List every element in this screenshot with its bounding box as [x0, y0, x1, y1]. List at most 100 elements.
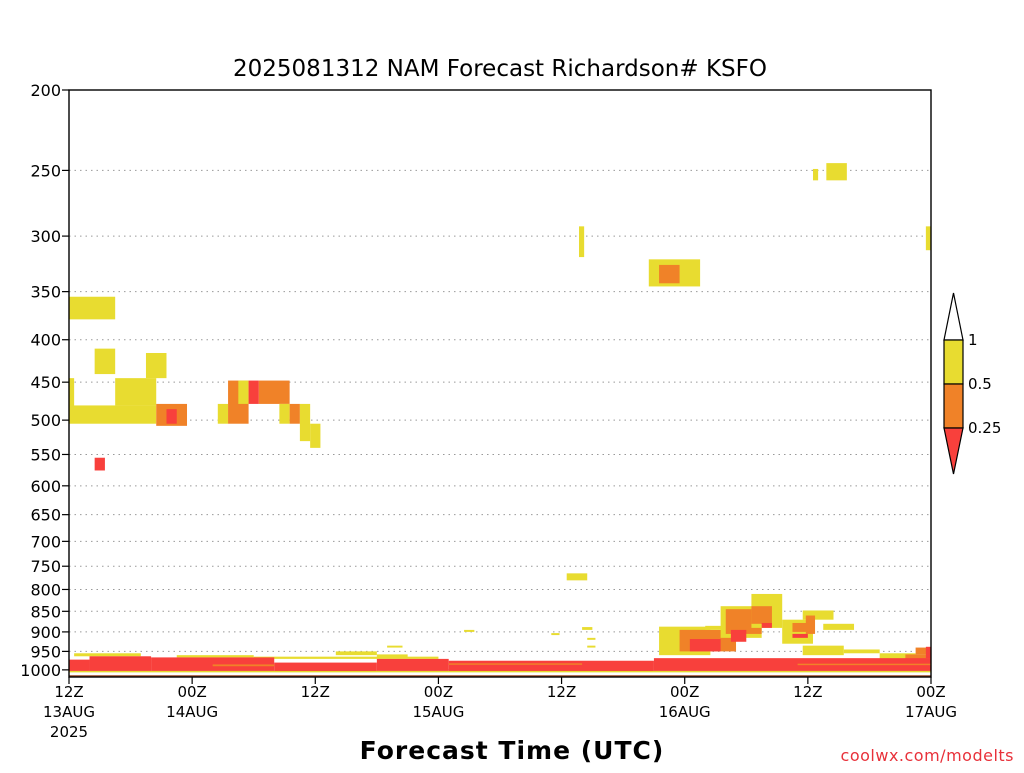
plot-area — [69, 163, 931, 677]
x-tick-label-0-top: 12Z — [54, 683, 83, 701]
ri-cell-20 — [659, 264, 680, 284]
x-tick-label-0-mid: 13AUG — [43, 703, 95, 721]
x-tick-label-5-mid: 16AUG — [659, 703, 711, 721]
ri-cell-55 — [74, 653, 141, 657]
ri-cell-15 — [289, 403, 300, 424]
y-tick-label-950: 950 — [30, 642, 61, 661]
x-axis-label: Forecast Time (UTC) — [360, 736, 665, 765]
ri-cell-16 — [299, 403, 311, 442]
ri-cell-25 — [551, 633, 560, 636]
plot-frame — [68, 89, 932, 678]
ri-cell-49 — [802, 645, 844, 656]
ri-cell-22 — [826, 163, 847, 181]
y-tick-label-350: 350 — [30, 283, 61, 302]
ri-cell-13 — [258, 380, 290, 404]
ri-cell-48 — [823, 623, 855, 630]
colorbar-legend: 1 0.5 0.25 — [943, 292, 1001, 475]
ri-cell-29 — [464, 629, 475, 632]
ri-cell-64 — [653, 658, 931, 671]
ri-cell-44 — [792, 622, 813, 632]
y-tick-label-600: 600 — [30, 477, 61, 496]
x-tick-label-6-top: 12Z — [793, 683, 822, 701]
x-tick-label-0-bottom: 2025 — [50, 723, 88, 741]
ri-cell-12 — [248, 380, 259, 404]
ri-cell-54 — [925, 646, 931, 659]
colorbar-level-2: 0.25 — [968, 419, 1001, 437]
y-tick-label-550: 550 — [30, 445, 61, 464]
y-tick-label-450: 450 — [30, 373, 61, 392]
y-tick-label-850: 850 — [30, 602, 61, 621]
y-tick-label-200: 200 — [30, 81, 61, 100]
ri-cell-32 — [387, 645, 403, 648]
ri-cell-21 — [812, 168, 819, 181]
colorbar-bin-orange — [943, 383, 964, 429]
ri-cell-56 — [176, 655, 254, 658]
x-tick-label-7-top: 00Z — [916, 683, 945, 701]
ri-cell-27 — [587, 637, 596, 640]
ri-cell-67 — [448, 663, 583, 665]
ri-cell-51 — [879, 653, 916, 661]
ri-cell-41 — [751, 606, 772, 624]
ri-cell-58 — [69, 659, 90, 671]
ri-cell-47 — [792, 633, 808, 638]
ri-cell-1 — [69, 378, 75, 421]
ri-cell-36 — [705, 625, 726, 630]
y-tick-label-400: 400 — [30, 331, 61, 350]
ri-cell-66 — [212, 664, 275, 667]
y-tick-label-1000: 1000 — [20, 661, 61, 680]
x-tick-label-4-top: 12Z — [547, 683, 576, 701]
ri-cell-0 — [69, 296, 116, 320]
credit-text: coolwx.com/modelts — [841, 746, 1014, 765]
ri-cell-68 — [797, 663, 931, 666]
ri-cell-62 — [376, 658, 449, 671]
ri-cell-52 — [905, 654, 931, 660]
ri-cell-5 — [145, 352, 167, 379]
y-tick-label-900: 900 — [30, 623, 61, 642]
y-tick-label-700: 700 — [30, 532, 61, 551]
ri-cell-45 — [802, 610, 834, 620]
colorbar-top-arrow — [943, 292, 964, 341]
ri-cell-8 — [94, 457, 105, 471]
chart-title: 2025081312 NAM Forecast Richardson# KSFO — [233, 56, 767, 82]
ri-cell-28 — [587, 645, 596, 648]
y-tick-label-800: 800 — [30, 580, 61, 599]
ri-cell-42 — [761, 622, 772, 628]
x-tick-label-5-top: 00Z — [670, 683, 699, 701]
colorbar-bottom-arrow — [943, 427, 964, 475]
colorbar-bin-yellow — [943, 339, 964, 385]
ri-cell-46 — [805, 615, 816, 634]
ri-cell-60 — [151, 657, 275, 671]
y-tick-label-300: 300 — [30, 227, 61, 246]
y-tick-label-500: 500 — [30, 411, 61, 430]
y-tick-label-250: 250 — [30, 161, 61, 180]
ri-cell-31 — [376, 654, 408, 658]
ri-cell-17 — [310, 423, 321, 448]
ri-cell-65 — [69, 670, 931, 673]
y-tick-label-650: 650 — [30, 506, 61, 525]
x-tick-label-7-mid: 17AUG — [905, 703, 957, 721]
ri-cell-9 — [217, 403, 229, 424]
x-tick-label-3-mid: 15AUG — [412, 703, 464, 721]
ri-cell-24 — [566, 573, 588, 581]
ri-cell-14 — [279, 403, 290, 424]
ri-cell-57 — [253, 656, 439, 659]
ri-cell-39 — [730, 629, 747, 642]
ri-cell-30 — [335, 651, 377, 656]
ri-cell-59 — [89, 656, 152, 671]
y-tick-label-750: 750 — [30, 557, 61, 576]
x-tick-label-1-top: 00Z — [177, 683, 206, 701]
ri-cell-11 — [238, 380, 249, 404]
ri-cell-63 — [448, 660, 654, 672]
ri-cell-2 — [94, 348, 116, 375]
colorbar-level-0: 1 — [968, 331, 978, 349]
ri-cell-23 — [925, 226, 931, 251]
x-tick-label-2-top: 12Z — [301, 683, 330, 701]
ri-cell-61 — [274, 662, 377, 673]
ri-cell-18 — [579, 226, 585, 258]
ground-surface — [69, 675, 931, 677]
x-tick-label-1-mid: 14AUG — [166, 703, 218, 721]
ri-cell-3 — [69, 405, 157, 424]
ri-cell-35 — [689, 639, 721, 652]
ri-cell-53 — [915, 647, 931, 655]
